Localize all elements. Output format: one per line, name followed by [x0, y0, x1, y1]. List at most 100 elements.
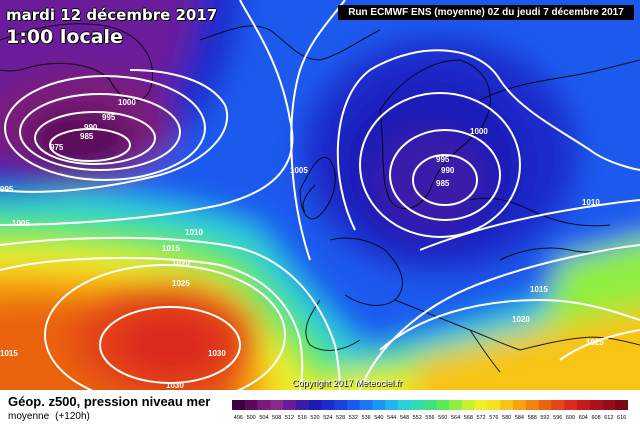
legend-tick-label: 548: [400, 415, 409, 421]
legend-swatch: [410, 400, 424, 410]
legend-tick-label: 616: [617, 415, 626, 421]
isobar-label: 1030: [166, 381, 184, 390]
color-scale-legend: 496 500 504 508 512 516 520 524 528 532 536 540 544 5…: [232, 400, 628, 421]
legend-swatch: [589, 400, 603, 410]
legend-swatch: [576, 400, 590, 410]
isobars: [0, 0, 640, 390]
legend-tick-label: 508: [272, 415, 281, 421]
legend-swatch: [346, 400, 361, 410]
isobar-label: 995: [102, 113, 116, 122]
legend-tick-label: 504: [259, 415, 268, 421]
legend-tick-label: 516: [298, 415, 307, 421]
legend-tick-label: 600: [566, 415, 575, 421]
legend-swatch: [257, 400, 271, 410]
footer-mode: moyenne: [8, 411, 50, 422]
copyright-text: Copyright 2017 Meteociel.fr: [292, 378, 403, 388]
legend-swatch: [232, 400, 246, 410]
isobar-labels: 1000 995 990 985 980 975 995 1005 1005 1…: [0, 0, 640, 390]
legend-tick-label: 568: [464, 415, 473, 421]
footer-title: Géop. z500, pression niveau mer: [8, 394, 211, 409]
forecast-date: mardi 12 décembre 2017: [6, 6, 218, 24]
isobar-label: 975: [50, 143, 64, 152]
pressure-map: 1000 995 990 985 980 975 995 1005 1005 1…: [0, 0, 640, 390]
forecast-time: 1:00 locale: [6, 26, 123, 48]
legend-tick-label: 540: [374, 415, 383, 421]
legend-swatch: [334, 400, 348, 410]
isobar-label: 1015: [0, 349, 18, 358]
legend-tick-label: 564: [451, 415, 460, 421]
legend-tick-label: 592: [540, 415, 549, 421]
isobar-label: 1030: [208, 349, 226, 358]
isobar-label: 1025: [586, 338, 604, 347]
footer-lead-time: (+120h): [55, 411, 90, 422]
model-run-label: Run ECMWF ENS (moyenne) 0Z du jeudi 7 dé…: [338, 5, 634, 20]
isobar-label: 1015: [530, 285, 548, 294]
legend-tick-label: 520: [310, 415, 319, 421]
legend-swatch: [513, 400, 527, 410]
isobar-label: 1000: [470, 127, 488, 136]
isobar-label: 1010: [185, 228, 203, 237]
legend-tick-label: 572: [477, 415, 486, 421]
legend-tick-label: 544: [387, 415, 396, 421]
legend-tick-label: 608: [591, 415, 600, 421]
isobar-label: 985: [80, 132, 94, 141]
legend-tick-label: 584: [515, 415, 524, 421]
legend-tick-label: 588: [528, 415, 537, 421]
legend-tick-label: 524: [323, 415, 332, 421]
legend-swatch: [321, 400, 335, 410]
isobar-label: 990: [441, 166, 455, 175]
isobar-label: 1015: [162, 244, 180, 253]
legend-tick-label: 532: [349, 415, 358, 421]
legend-swatch: [615, 400, 628, 410]
legend-swatch: [449, 400, 463, 410]
isobar-label: 1000: [118, 98, 136, 107]
legend-tick-label: 560: [438, 415, 447, 421]
legend-swatch: [308, 400, 322, 410]
isobar-label: 1010: [582, 198, 600, 207]
legend-swatch: [474, 400, 488, 410]
isobar-label: 990: [84, 123, 98, 132]
legend-tick-label: 512: [285, 415, 294, 421]
legend-tick-label: 604: [579, 415, 588, 421]
legend-swatch: [372, 400, 386, 410]
legend-swatch: [398, 400, 412, 410]
isobar-label: 1005: [290, 166, 308, 175]
legend-swatch: [525, 400, 539, 410]
isobar-label: 1005: [12, 219, 30, 228]
legend-tick-label: 576: [489, 415, 498, 421]
legend-swatch: [602, 400, 616, 410]
legend-tick-label: 536: [362, 415, 371, 421]
legend-swatch: [283, 400, 297, 410]
legend-tick-label: 580: [502, 415, 511, 421]
legend-swatch: [487, 400, 501, 410]
legend-swatch: [461, 400, 476, 410]
legend-swatch: [538, 400, 552, 410]
legend-swatch: [385, 400, 399, 410]
isobar-label: 995: [0, 185, 14, 194]
legend-tick-label: 552: [413, 415, 422, 421]
isobar-label: 1025: [172, 279, 190, 288]
legend-swatch: [295, 400, 309, 410]
legend-footer: Géop. z500, pression niveau mer moyenne (…: [0, 390, 640, 427]
isobar-label: 985: [436, 179, 450, 188]
legend-tick-label: 496: [234, 415, 243, 421]
legend-tick-label: 500: [247, 415, 256, 421]
geopotential-field: [0, 0, 640, 390]
isobar-label: 1020: [172, 259, 190, 268]
legend-swatch: [359, 400, 373, 410]
legend-tick-label: 556: [425, 415, 434, 421]
legend-swatch: [270, 400, 284, 410]
legend-swatch: [564, 400, 578, 410]
legend-swatch: [551, 400, 565, 410]
isobar-label: 1020: [512, 315, 530, 324]
legend-swatch: [423, 400, 437, 410]
footer-subtitle: moyenne (+120h): [8, 411, 96, 422]
legend-tick-label: 596: [553, 415, 562, 421]
legend-tick-label: 612: [604, 415, 613, 421]
isobar-label: 995: [436, 155, 450, 164]
legend-swatch: [244, 400, 258, 410]
legend-swatch: [436, 400, 450, 410]
legend-swatch: [500, 400, 514, 410]
legend-tick-label: 528: [336, 415, 345, 421]
